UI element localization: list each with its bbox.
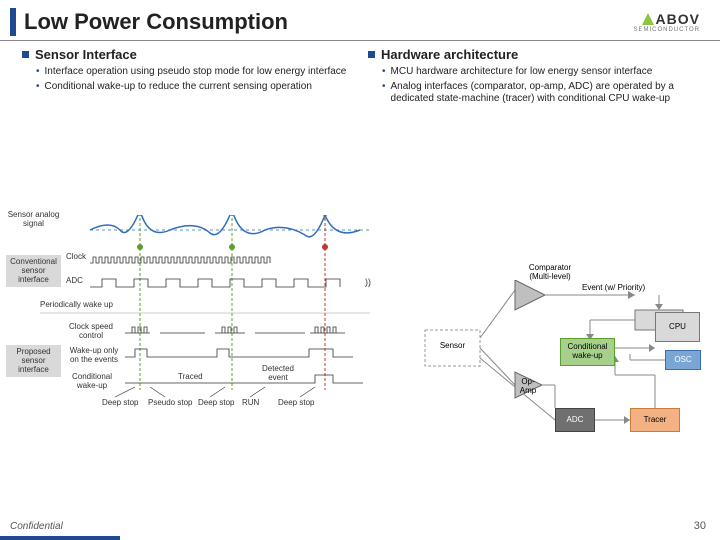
content-columns: Sensor Interface Interface operation usi… — [0, 41, 720, 108]
logo-subtitle: SEMICONDUCTOR — [633, 27, 700, 33]
left-heading-text: Sensor Interface — [35, 47, 137, 62]
adc-box: ADC — [555, 408, 595, 432]
sensor-label: Sensor — [430, 340, 475, 353]
cond-wake-box: Conditional wake-up — [560, 338, 615, 366]
clockspeed-label: Clock speed control — [66, 323, 116, 341]
right-bullet-list: MCU hardware architecture for low energy… — [368, 66, 698, 106]
state-label: RUN — [242, 399, 259, 408]
bullet-text: MCU hardware architecture for low energy… — [391, 66, 653, 79]
tracer-box: Tracer — [630, 408, 680, 432]
logo-text: ABOV — [656, 11, 700, 27]
left-column: Sensor Interface Interface operation usi… — [14, 47, 360, 108]
bullet-square-icon — [368, 51, 375, 58]
timing-diagram: Sensor analog signal Conventional sensor… — [10, 215, 390, 415]
state-label: Deep stop — [198, 399, 234, 408]
footer-accent-bar — [0, 536, 120, 540]
event-label: Event (w/ Priority) — [580, 282, 647, 295]
state-label: Deep stop — [102, 399, 138, 408]
left-bullet-list: Interface operation using pseudo stop mo… — [22, 66, 352, 93]
osc-box: OSC — [665, 350, 701, 370]
left-heading: Sensor Interface — [22, 47, 352, 62]
architecture-diagram: Comparator (Multi-level) Event (w/ Prior… — [420, 280, 710, 460]
right-heading: Hardware architecture — [368, 47, 698, 62]
page-number: 30 — [694, 520, 706, 532]
bullet-text: Conditional wake-up to reduce the curren… — [45, 81, 312, 94]
right-heading-text: Hardware architecture — [381, 47, 518, 62]
confidential-label: Confidential — [10, 521, 63, 532]
list-item: Conditional wake-up to reduce the curren… — [36, 81, 352, 94]
cpu-box: CPU — [655, 312, 700, 342]
traced-label: Traced — [178, 373, 203, 382]
company-logo: ABOV SEMICONDUCTOR — [633, 11, 700, 33]
list-item: Analog interfaces (comparator, op-amp, A… — [382, 81, 698, 106]
bullet-text: Interface operation using pseudo stop mo… — [45, 66, 347, 79]
conventional-label: Conventional sensor interface — [6, 255, 61, 287]
logo-triangle-icon — [642, 13, 654, 25]
title-accent-bar — [10, 8, 16, 36]
page-title: Low Power Consumption — [24, 9, 633, 35]
state-label: Deep stop — [278, 399, 314, 408]
bullet-text: Analog interfaces (comparator, op-amp, A… — [391, 81, 698, 106]
list-item: Interface operation using pseudo stop mo… — [36, 66, 352, 79]
proposed-label: Proposed sensor interface — [6, 345, 61, 377]
slide-header: Low Power Consumption ABOV SEMICONDUCTOR — [0, 0, 720, 41]
periodic-label: Periodically wake up — [40, 301, 113, 310]
state-label: Pseudo stop — [148, 399, 192, 408]
adc-label: ADC — [66, 277, 83, 286]
detected-label: Detected event — [258, 365, 298, 383]
comparator-label: Comparator (Multi-level) — [515, 262, 585, 284]
arch-svg — [420, 280, 710, 480]
svg-text:)): )) — [365, 277, 371, 287]
conditional-label: Conditional wake-up — [66, 373, 118, 391]
clock-label: Clock — [66, 253, 86, 262]
bullet-square-icon — [22, 51, 29, 58]
opamp-label: Op- Amp — [516, 376, 540, 398]
wakeup-label: Wake-up only on the events — [66, 347, 122, 365]
list-item: MCU hardware architecture for low energy… — [382, 66, 698, 79]
right-column: Hardware architecture MCU hardware archi… — [360, 47, 706, 108]
signal-label: Sensor analog signal — [6, 211, 61, 229]
